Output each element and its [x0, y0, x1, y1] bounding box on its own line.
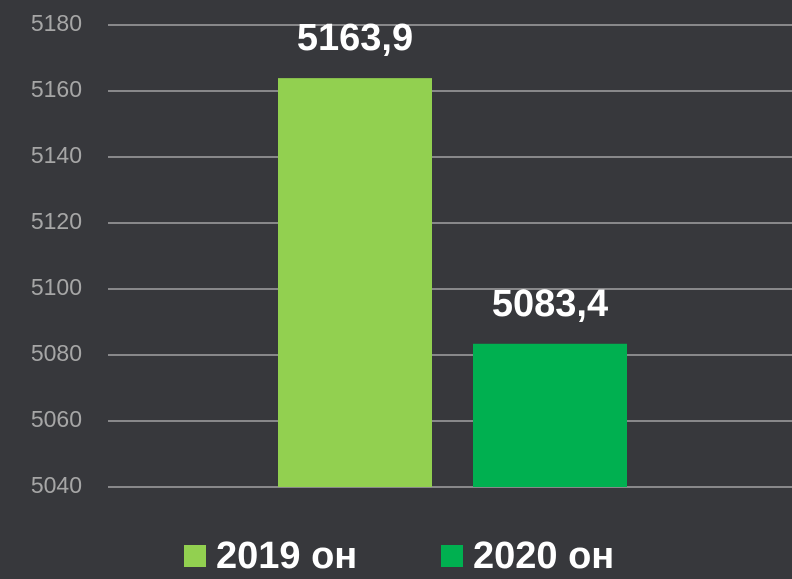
value-label: 5083,4 [492, 283, 608, 325]
y-tick-label: 5120 [31, 208, 82, 234]
y-tick-label: 5180 [31, 10, 82, 36]
y-tick-label: 5060 [31, 406, 82, 432]
value-label: 5163,9 [297, 17, 413, 59]
legend-swatch [184, 545, 206, 567]
bar [278, 78, 432, 487]
y-tick-label: 5140 [31, 142, 82, 168]
bar [473, 343, 627, 487]
y-tick-label: 5080 [31, 340, 82, 366]
y-tick-label: 5100 [31, 274, 82, 300]
legend-label: 2019 он [216, 535, 357, 577]
y-tick-label: 5040 [31, 472, 82, 498]
legend-swatch [441, 545, 463, 567]
y-tick-label: 5160 [31, 76, 82, 102]
legend-label: 2020 он [473, 535, 614, 577]
